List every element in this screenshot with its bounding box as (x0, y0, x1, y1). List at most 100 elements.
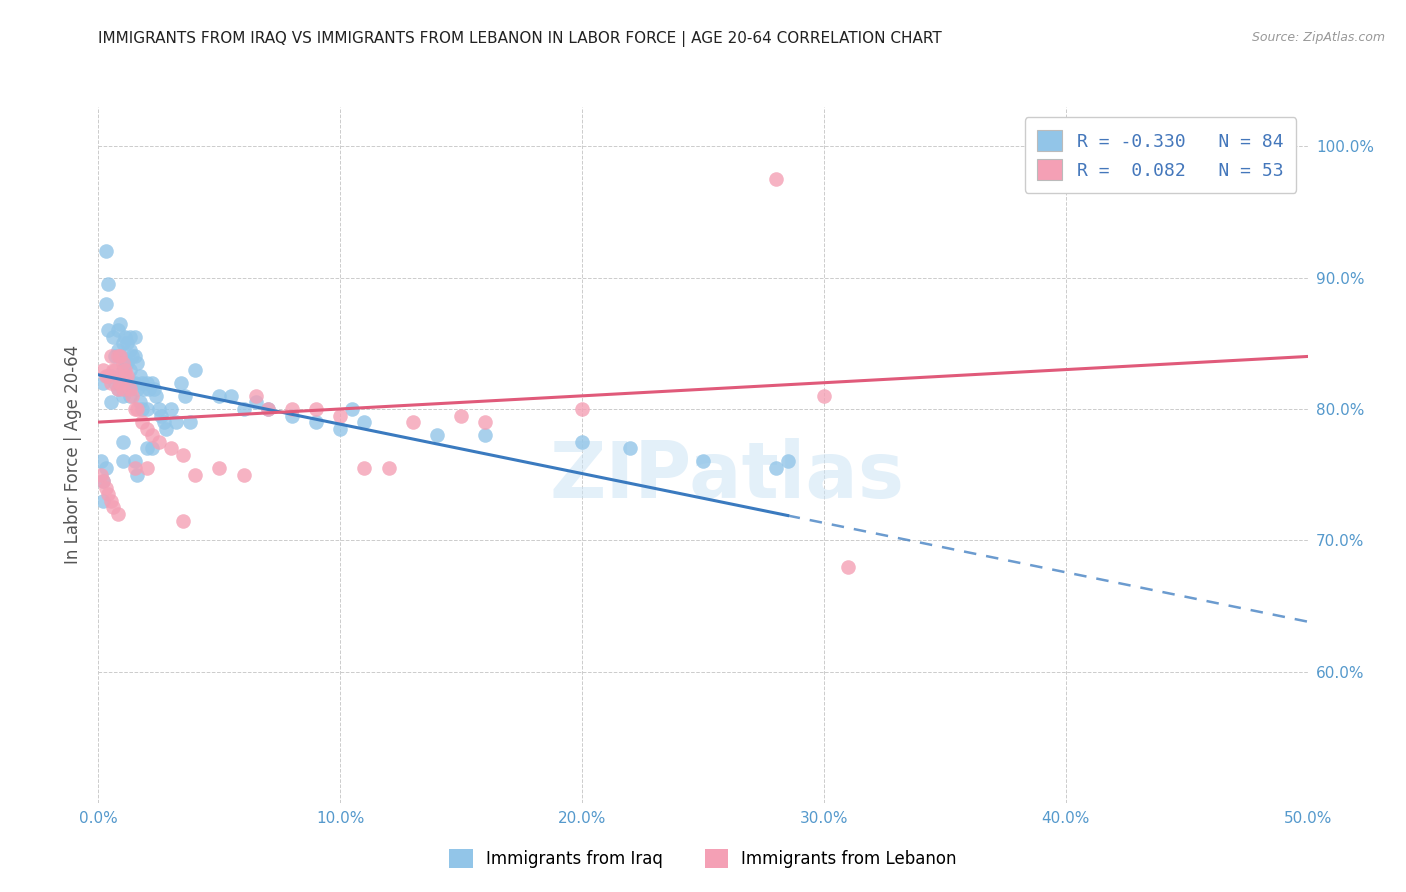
Point (128, 395, 150, 409)
Point (107, 382, 129, 396)
Point (111, 356, 134, 370)
Point (353, 415, 375, 429)
Point (135, 376, 157, 390)
Point (118, 382, 141, 396)
Point (474, 428, 496, 442)
Point (165, 415, 187, 429)
Point (776, 454, 799, 468)
Point (571, 401, 593, 416)
Point (256, 401, 278, 416)
Point (108, 376, 131, 390)
Point (172, 514, 194, 528)
Point (619, 442, 641, 456)
Point (124, 350, 146, 364)
Point (90, 467, 112, 482)
Point (108, 350, 131, 364)
Point (114, 362, 136, 376)
Point (118, 343, 141, 357)
Point (114, 330, 136, 344)
Text: IMMIGRANTS FROM IRAQ VS IMMIGRANTS FROM LEBANON IN LABOR FORCE | AGE 20-64 CORRE: IMMIGRANTS FROM IRAQ VS IMMIGRANTS FROM … (98, 31, 942, 47)
Point (131, 376, 153, 390)
Point (127, 401, 149, 416)
Point (141, 428, 163, 442)
Point (100, 350, 122, 364)
Point (474, 415, 496, 429)
Point (107, 350, 129, 364)
Point (114, 382, 136, 396)
Point (765, 172, 787, 186)
Point (245, 395, 267, 409)
Point (118, 362, 141, 376)
Point (124, 401, 146, 416)
Point (141, 442, 163, 456)
Point (118, 389, 141, 403)
Point (184, 467, 207, 482)
Point (160, 401, 183, 416)
Point (169, 376, 191, 390)
Point (117, 382, 139, 396)
Point (245, 389, 267, 403)
Point (135, 422, 157, 436)
Point (104, 376, 127, 390)
Point (97, 487, 120, 501)
Point (91, 494, 114, 508)
Point (135, 401, 157, 416)
Point (108, 350, 131, 364)
Point (124, 376, 146, 390)
Point (107, 323, 129, 337)
Point (131, 415, 153, 429)
Point (329, 409, 352, 423)
Point (127, 356, 149, 370)
Point (107, 382, 129, 396)
Point (101, 362, 124, 376)
Point (143, 382, 166, 396)
Point (121, 350, 143, 364)
Point (111, 454, 134, 468)
Point (117, 336, 139, 351)
Point (152, 415, 174, 429)
Point (305, 415, 328, 429)
Point (148, 434, 170, 449)
Point (107, 507, 129, 521)
Point (90, 454, 112, 468)
Point (94, 369, 117, 384)
Point (138, 382, 160, 396)
Point (111, 389, 134, 403)
Point (208, 461, 231, 475)
Point (141, 376, 163, 390)
Point (150, 409, 173, 423)
Point (135, 442, 157, 456)
Point (108, 376, 131, 390)
Point (91, 474, 114, 488)
Point (100, 376, 122, 390)
Point (97, 369, 120, 384)
Point (342, 401, 364, 416)
Point (94, 244, 117, 259)
Point (145, 389, 167, 403)
Point (450, 409, 472, 423)
Point (124, 461, 146, 475)
Point (232, 467, 254, 482)
Point (101, 500, 124, 515)
Point (765, 461, 787, 475)
Point (172, 448, 194, 462)
Text: Source: ZipAtlas.com: Source: ZipAtlas.com (1251, 31, 1385, 45)
Point (813, 389, 835, 403)
Point (426, 428, 449, 442)
Point (117, 356, 139, 370)
Point (111, 336, 134, 351)
Point (97, 323, 120, 337)
Point (94, 297, 117, 311)
Point (91, 362, 114, 376)
Point (692, 454, 714, 468)
Point (100, 395, 122, 409)
Point (232, 401, 254, 416)
Point (256, 401, 278, 416)
Point (353, 461, 375, 475)
Point (108, 317, 131, 331)
Point (104, 362, 127, 376)
Point (100, 369, 122, 384)
Point (134, 382, 156, 396)
Point (104, 350, 127, 364)
Point (402, 415, 425, 429)
